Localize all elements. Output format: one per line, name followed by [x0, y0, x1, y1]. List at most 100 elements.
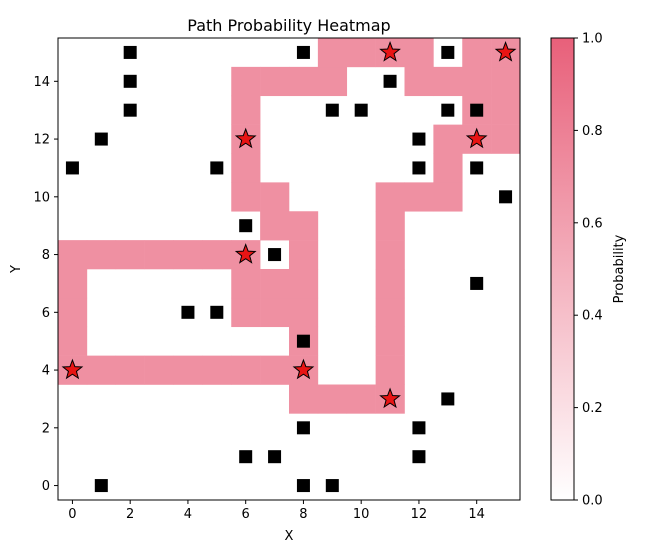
obstacle-marker — [441, 103, 455, 117]
chart-title: Path Probability Heatmap — [187, 16, 390, 35]
heatmap-cell — [231, 95, 261, 125]
heatmap-cell — [260, 269, 290, 299]
obstacle-marker — [123, 45, 137, 59]
heatmap-cell — [260, 355, 290, 385]
obstacle-marker — [412, 132, 426, 146]
obstacle-marker — [499, 190, 513, 204]
heatmap-cell — [173, 355, 203, 385]
heatmap-cell — [289, 66, 319, 97]
obstacle-marker — [210, 305, 224, 319]
obstacle-marker — [441, 45, 455, 59]
x-tick-label: 14 — [468, 507, 485, 522]
heatmap-cell — [317, 38, 348, 68]
heatmap-cell — [375, 355, 405, 385]
heatmap-cell — [289, 240, 319, 270]
heatmap-cell — [289, 384, 319, 414]
obstacle-marker — [268, 248, 282, 262]
waypoint-star — [379, 387, 401, 409]
y-axis: 0 2 4 6 8 10 12 14 — [33, 75, 58, 494]
waypoint-star — [379, 41, 401, 62]
y-tick-label: 10 — [33, 190, 50, 205]
heatmap-cell — [58, 240, 88, 270]
heatmap-cell — [202, 240, 232, 270]
heatmap-cell — [173, 240, 203, 270]
x-axis-label: X — [285, 529, 294, 544]
y-tick-label: 8 — [42, 248, 50, 263]
heatmap-cell — [260, 297, 290, 328]
heatmap-cell — [491, 124, 521, 154]
heatmap-cell — [231, 66, 261, 97]
obstacle-marker — [325, 479, 339, 493]
heatmap-cell — [433, 182, 463, 212]
heatmap-cell — [58, 269, 88, 299]
plot-area — [58, 38, 521, 500]
heatmap-cell — [58, 297, 88, 328]
waypoint-star — [292, 358, 315, 380]
waypoint-star — [234, 243, 257, 264]
colorbar-tick-label: 1.0 — [582, 32, 603, 47]
x-tick-label: 2 — [126, 507, 134, 522]
y-tick-label: 12 — [33, 133, 50, 148]
x-tick-label: 12 — [411, 507, 428, 522]
heatmap-cell — [231, 182, 261, 212]
obstacle-marker — [239, 450, 253, 464]
colorbar-tick-label: 0.2 — [582, 401, 603, 416]
obstacle-marker — [470, 276, 484, 290]
obstacle-marker — [123, 74, 137, 88]
obstacle-marker — [296, 45, 310, 59]
heatmap-cell — [433, 124, 463, 154]
heatmap-cell — [375, 297, 405, 328]
x-tick-label: 6 — [242, 507, 250, 522]
obstacle-marker — [412, 161, 426, 175]
obstacle-marker — [470, 161, 484, 175]
heatmap-cell — [260, 211, 290, 241]
x-tick-label: 4 — [184, 507, 192, 522]
obstacle-marker — [412, 421, 426, 435]
waypoint-star — [61, 358, 84, 380]
heatmap-cell — [289, 211, 319, 241]
heatmap-cell — [462, 38, 492, 68]
obstacle-marker — [296, 334, 310, 348]
obstacle-marker — [354, 103, 368, 117]
heatmap-cell — [86, 240, 117, 270]
heatmap-cell — [231, 355, 261, 385]
obstacle-marker — [296, 479, 310, 493]
waypoint-star — [494, 41, 517, 62]
heatmap-cell — [202, 355, 232, 385]
heatmap-cell — [433, 153, 463, 183]
x-tick-label: 8 — [299, 507, 307, 522]
heatmap-cell — [375, 326, 405, 356]
obstacle-marker — [65, 161, 79, 175]
colorbar-tick-label: 0.6 — [582, 216, 603, 231]
heatmap-cell — [86, 355, 117, 385]
heatmap-cell — [231, 153, 261, 183]
y-tick-label: 14 — [33, 75, 50, 90]
x-tick-label: 0 — [68, 507, 76, 522]
heatmap-cell — [375, 240, 405, 270]
heatmap-cell — [115, 240, 145, 270]
colorbar-label: Probability — [612, 234, 627, 303]
heatmap-cell — [115, 355, 145, 385]
obstacle-marker — [123, 103, 137, 117]
y-tick-label: 4 — [42, 364, 50, 379]
heatmap-cell — [404, 38, 434, 68]
obstacle-marker — [441, 392, 455, 406]
heatmap-cell — [144, 355, 174, 385]
y-tick-label: 2 — [42, 421, 50, 436]
y-tick-label: 0 — [42, 479, 50, 494]
heatmap-cell — [462, 66, 492, 97]
heatmap-cell — [375, 182, 405, 212]
heatmap-cell — [404, 66, 434, 97]
heatmap-cell — [433, 66, 463, 97]
heatmap-cell — [289, 297, 319, 328]
obstacle-marker — [325, 103, 339, 117]
colorbar-tick-label: 0.4 — [582, 309, 603, 324]
heatmap-cell — [317, 384, 348, 414]
heatmap-cell — [346, 384, 376, 414]
heatmap-cell — [346, 38, 376, 68]
colorbar-tick-label: 0.8 — [582, 124, 603, 139]
heatmap-cell — [404, 182, 434, 212]
plot-frame — [57, 37, 521, 501]
colorbar — [550, 37, 575, 501]
